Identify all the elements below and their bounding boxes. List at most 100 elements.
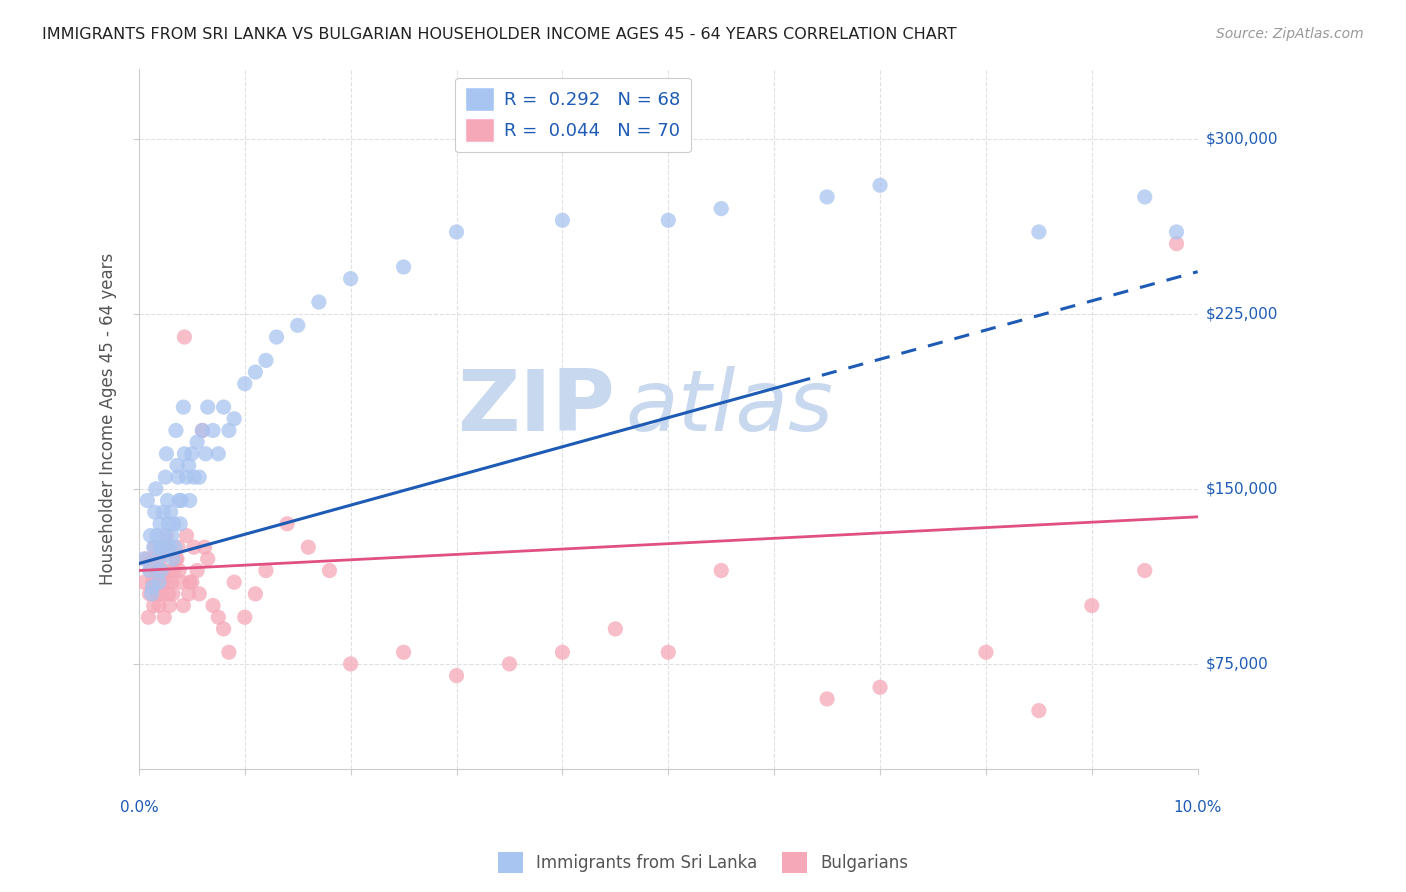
- Point: [392, 260, 415, 274]
- Point: [446, 668, 468, 682]
- Point: [201, 599, 224, 613]
- Text: Source: ZipAtlas.com: Source: ZipAtlas.com: [1216, 27, 1364, 41]
- Y-axis label: Householder Income Ages 45 - 64 years: Householder Income Ages 45 - 64 years: [100, 252, 117, 585]
- Point: [179, 493, 201, 508]
- Point: [153, 610, 176, 624]
- Point: [197, 400, 219, 414]
- Point: [869, 178, 891, 193]
- Point: [170, 575, 193, 590]
- Point: [605, 622, 627, 636]
- Point: [150, 540, 173, 554]
- Point: [339, 271, 361, 285]
- Point: [155, 470, 177, 484]
- Point: [150, 575, 173, 590]
- Point: [179, 575, 201, 590]
- Point: [160, 575, 183, 590]
- Point: [142, 599, 165, 613]
- Point: [169, 516, 191, 531]
- Point: [148, 575, 170, 590]
- Point: [173, 447, 195, 461]
- Point: [156, 575, 179, 590]
- Point: [297, 540, 319, 554]
- Point: [172, 599, 194, 613]
- Point: [153, 528, 176, 542]
- Point: [188, 470, 211, 484]
- Point: [167, 470, 190, 484]
- Text: ZIP: ZIP: [457, 366, 616, 449]
- Point: [193, 540, 215, 554]
- Point: [157, 516, 180, 531]
- Point: [166, 552, 188, 566]
- Point: [163, 564, 186, 578]
- Point: [498, 657, 520, 671]
- Point: [160, 528, 183, 542]
- Point: [710, 202, 733, 216]
- Point: [155, 528, 177, 542]
- Point: [212, 400, 235, 414]
- Point: [146, 564, 169, 578]
- Point: [254, 564, 277, 578]
- Text: 0.0%: 0.0%: [120, 799, 159, 814]
- Point: [152, 564, 174, 578]
- Point: [143, 540, 166, 554]
- Point: [145, 482, 167, 496]
- Point: [142, 580, 165, 594]
- Point: [318, 564, 340, 578]
- Text: $225,000: $225,000: [1206, 306, 1278, 321]
- Point: [194, 447, 217, 461]
- Point: [191, 424, 214, 438]
- Point: [1028, 225, 1050, 239]
- Point: [446, 225, 468, 239]
- Point: [186, 435, 208, 450]
- Point: [392, 645, 415, 659]
- Point: [157, 587, 180, 601]
- Point: [155, 447, 177, 461]
- Point: [657, 213, 679, 227]
- Point: [551, 645, 574, 659]
- Point: [139, 564, 162, 578]
- Point: [207, 610, 229, 624]
- Point: [146, 552, 169, 566]
- Text: $75,000: $75,000: [1206, 657, 1268, 672]
- Point: [134, 575, 156, 590]
- Point: [152, 505, 174, 519]
- Point: [974, 645, 997, 659]
- Point: [159, 564, 181, 578]
- Point: [149, 552, 172, 566]
- Point: [163, 516, 186, 531]
- Point: [224, 575, 246, 590]
- Point: [1133, 564, 1156, 578]
- Point: [155, 540, 177, 554]
- Text: IMMIGRANTS FROM SRI LANKA VS BULGARIAN HOUSEHOLDER INCOME AGES 45 - 64 YEARS COR: IMMIGRANTS FROM SRI LANKA VS BULGARIAN H…: [42, 27, 957, 42]
- Point: [197, 552, 219, 566]
- Point: [308, 295, 330, 310]
- Point: [138, 587, 160, 601]
- Point: [1133, 190, 1156, 204]
- Point: [159, 505, 181, 519]
- Point: [201, 424, 224, 438]
- Text: atlas: atlas: [626, 366, 834, 449]
- Point: [245, 587, 267, 601]
- Point: [145, 575, 167, 590]
- Point: [166, 458, 188, 473]
- Point: [162, 587, 184, 601]
- Point: [218, 645, 240, 659]
- Point: [1028, 704, 1050, 718]
- Point: [163, 540, 186, 554]
- Point: [254, 353, 277, 368]
- Point: [165, 424, 187, 438]
- Point: [148, 599, 170, 613]
- Point: [177, 458, 200, 473]
- Point: [150, 587, 173, 601]
- Point: [162, 552, 184, 566]
- Point: [551, 213, 574, 227]
- Point: [136, 493, 159, 508]
- Point: [139, 528, 162, 542]
- Point: [1166, 225, 1188, 239]
- Point: [180, 575, 202, 590]
- Point: [170, 493, 193, 508]
- Point: [176, 528, 198, 542]
- Point: [146, 528, 169, 542]
- Point: [266, 330, 288, 344]
- Point: [143, 505, 166, 519]
